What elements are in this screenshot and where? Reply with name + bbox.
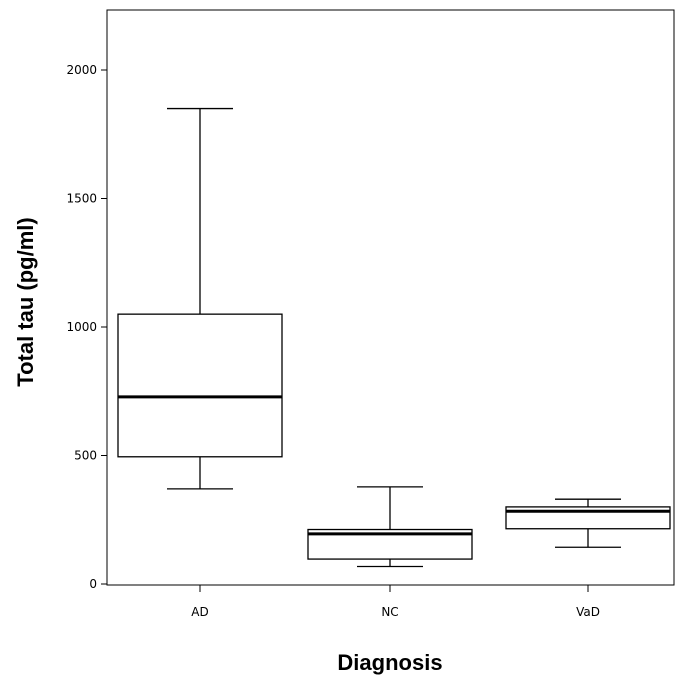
y-axis: 0 500 1000 1500 2000 [66, 63, 107, 591]
x-axis: AD NC VaD [191, 585, 600, 619]
iqr-box [117, 313, 283, 458]
box-ad [117, 107, 283, 490]
x-axis-title: Diagnosis [337, 650, 442, 675]
y-axis-title: Total tau (pg/ml) [13, 217, 38, 386]
y-tick-label: 0 [89, 577, 97, 591]
x-tick-label: VaD [576, 605, 600, 619]
boxes [117, 107, 671, 568]
y-tick-label: 1000 [66, 320, 97, 334]
x-tick-label: NC [381, 605, 398, 619]
box-vad [505, 498, 671, 548]
box-nc [307, 486, 473, 568]
y-tick-label: 2000 [66, 63, 97, 77]
y-tick-label: 1500 [66, 192, 97, 206]
y-tick-label: 500 [74, 449, 97, 463]
x-tick-label: AD [191, 605, 208, 619]
